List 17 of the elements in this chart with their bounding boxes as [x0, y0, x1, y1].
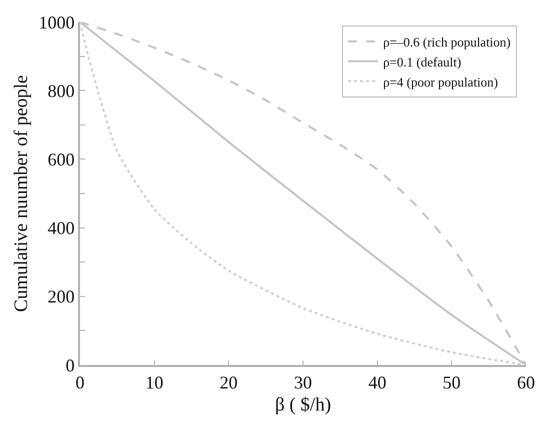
y-tick-label: 600	[48, 150, 75, 170]
x-tick-label: 50	[442, 372, 461, 392]
y-tick-label: 0	[66, 355, 75, 376]
x-axis-title: β ( $/h)	[274, 394, 332, 416]
y-tick-label: 200	[48, 286, 75, 307]
legend-label: ρ=0.1 (default)	[383, 54, 462, 70]
x-tick-label: 30	[294, 372, 312, 392]
y-tick-label: 800	[48, 80, 75, 101]
y-axis-title: Cumulative nuumber of people	[11, 75, 32, 312]
x-tick-label: 40	[368, 372, 386, 392]
x-tick-label: 20	[220, 372, 238, 392]
legend-label: ρ=–0.6 (rich population)	[383, 34, 511, 50]
legend-label: ρ=4 (poor population)	[383, 74, 498, 90]
x-tick-label: 60	[517, 372, 535, 392]
x-tick-label: 10	[145, 372, 164, 392]
y-tick-label: 1000	[38, 12, 75, 32]
y-tick-label: 400	[48, 218, 75, 238]
